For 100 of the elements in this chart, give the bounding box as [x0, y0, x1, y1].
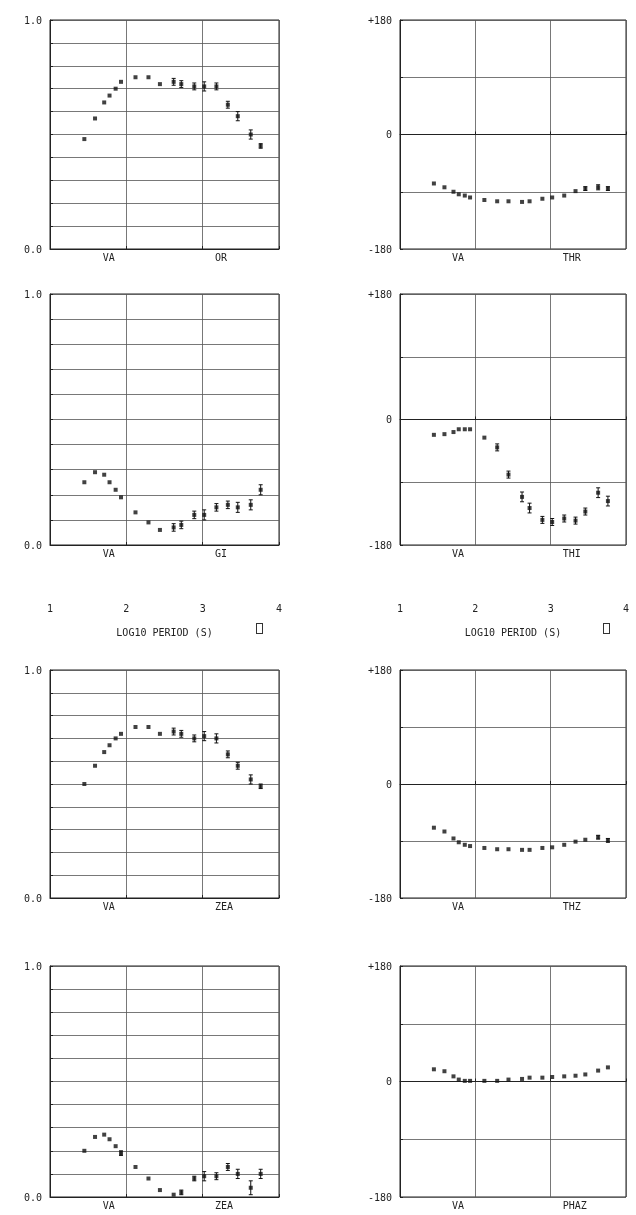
point — [102, 1132, 107, 1137]
y-tick-label: 1.0 — [23, 288, 42, 300]
point — [550, 195, 555, 200]
point — [146, 75, 151, 80]
point — [506, 199, 511, 204]
point — [113, 86, 118, 91]
point — [540, 845, 545, 850]
y-tick-label: 0 — [385, 414, 392, 425]
point — [596, 490, 601, 495]
point — [118, 495, 123, 500]
point — [573, 189, 578, 194]
point — [248, 1185, 253, 1190]
point — [93, 1134, 98, 1139]
point — [107, 743, 112, 748]
point — [102, 750, 107, 755]
point — [146, 725, 151, 729]
point — [520, 847, 525, 852]
point — [133, 75, 138, 80]
point — [107, 1137, 112, 1142]
y-tick-label: 0.0 — [23, 539, 42, 551]
point — [540, 196, 545, 201]
point — [451, 836, 456, 841]
y-tick-label: +180 — [367, 288, 392, 300]
text: ZEA — [214, 900, 233, 912]
point — [495, 199, 500, 204]
point — [550, 845, 555, 850]
point — [573, 839, 578, 844]
point — [506, 847, 511, 852]
y-tick-label: -180 — [367, 243, 392, 255]
point — [248, 502, 253, 507]
point — [583, 837, 588, 842]
y-tick-label: 0 — [385, 1076, 392, 1087]
point — [235, 505, 240, 510]
text: GI — [214, 547, 227, 559]
x-tick-label: 3 — [547, 602, 554, 614]
x-axis-title: LOG10 PERIOD (S) — [116, 626, 213, 638]
text: OR — [214, 251, 228, 263]
y-tick-label: -180 — [367, 539, 392, 551]
text: THR — [562, 251, 582, 263]
point — [456, 192, 461, 197]
point — [93, 763, 98, 768]
point — [102, 100, 107, 105]
y-tick-label: -180 — [367, 1191, 392, 1203]
point — [102, 472, 107, 477]
x-tick-label: 4 — [622, 602, 630, 614]
point — [107, 480, 112, 485]
point — [258, 487, 263, 492]
point — [456, 840, 461, 845]
y-tick-label: 0.0 — [23, 892, 42, 904]
y-tick-label: 0 — [385, 129, 392, 140]
point — [462, 842, 467, 847]
point — [527, 199, 532, 204]
point — [468, 844, 473, 849]
y-tick-label: 1.0 — [23, 960, 42, 972]
point — [146, 1176, 151, 1181]
text: VA — [451, 900, 465, 912]
text: VA — [451, 251, 465, 263]
text: VA — [102, 900, 115, 912]
point — [451, 189, 456, 194]
point — [431, 181, 436, 186]
point — [527, 847, 532, 852]
point — [456, 427, 461, 432]
text: PHAZ — [562, 1199, 587, 1211]
point — [431, 432, 436, 437]
x-tick-label: 3 — [199, 602, 206, 614]
x-tick-label: 2 — [472, 602, 479, 614]
point — [605, 499, 610, 504]
point — [462, 427, 467, 432]
point — [468, 195, 473, 200]
y-tick-label: 0.0 — [23, 243, 42, 255]
y-tick-label: +180 — [367, 664, 392, 676]
point — [118, 731, 123, 736]
point — [562, 193, 567, 198]
point — [431, 825, 436, 830]
point — [520, 199, 525, 204]
point — [107, 93, 112, 98]
text: VA — [102, 251, 115, 263]
point — [146, 520, 151, 525]
point — [157, 527, 162, 532]
text: ZEA — [214, 1199, 233, 1211]
point — [468, 427, 473, 432]
point — [157, 1188, 162, 1193]
point — [118, 79, 123, 84]
point — [82, 480, 87, 485]
point — [82, 137, 87, 142]
point — [482, 845, 487, 850]
point — [82, 1148, 87, 1153]
point — [113, 736, 118, 741]
text: THZ — [562, 900, 581, 912]
point — [562, 842, 567, 847]
point — [527, 506, 532, 511]
y-tick-label: 0.0 — [23, 1191, 42, 1203]
point — [171, 1192, 176, 1197]
point — [157, 82, 162, 87]
y-tick-label: 1.0 — [23, 14, 42, 26]
x-tick-label: 1 — [396, 602, 404, 614]
point — [442, 185, 447, 190]
point — [202, 512, 207, 517]
point — [133, 510, 138, 515]
y-tick-label: +180 — [367, 960, 392, 972]
